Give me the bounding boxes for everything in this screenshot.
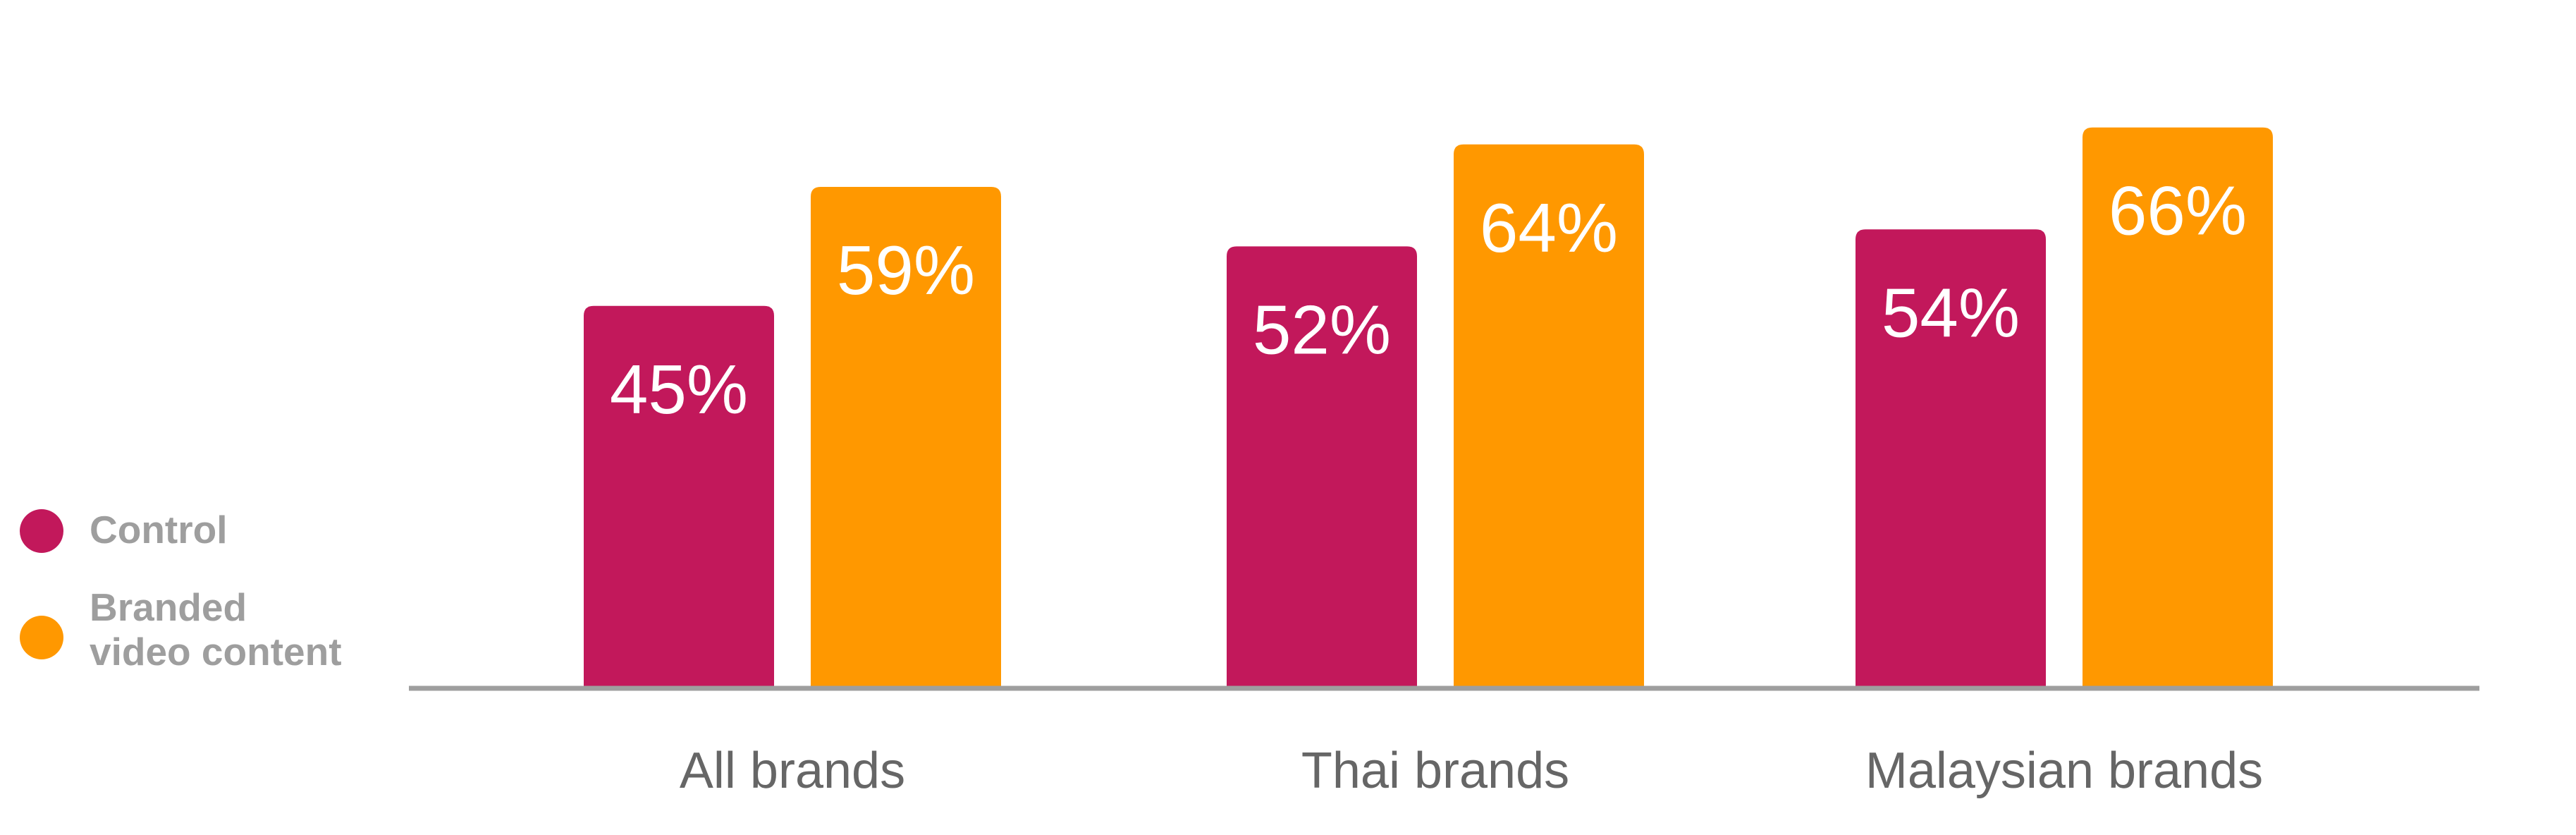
bar-all-brands-control — [584, 305, 774, 688]
data-label-malaysian-brands-branded: 66% — [2109, 172, 2247, 250]
category-label-all-brands: All brands — [680, 743, 905, 799]
bar-thai-brands-control — [1227, 246, 1417, 688]
data-label-all-brands-branded: 59% — [837, 231, 975, 309]
data-label-malaysian-brands-control: 54% — [1882, 274, 2020, 351]
labels-layer: 45% 59% All brands 52% 64% Thai brands 54% 66% M… — [610, 172, 2263, 799]
bar-thai-brands-branded — [1454, 144, 1644, 689]
data-label-all-brands-control: 45% — [610, 351, 748, 428]
data-label-thai-brands-branded: 64% — [1480, 189, 1618, 267]
legend-label-branded-video-content: Branded video content — [90, 585, 342, 674]
bars-layer — [584, 127, 2273, 689]
data-label-thai-brands-control: 52% — [1253, 291, 1391, 368]
bar-all-brands-branded — [811, 187, 1001, 688]
category-label-thai-brands: Thai brands — [1301, 743, 1569, 799]
bar-malaysian-brands-control — [1856, 229, 2046, 688]
bar-malaysian-brands-branded — [2083, 127, 2273, 688]
category-label-malaysian-brands: Malaysian brands — [1865, 743, 2263, 799]
legend-swatch-control — [20, 509, 63, 553]
legend-label-control: Control — [90, 508, 228, 551]
legend-swatch-branded-video-content — [20, 616, 63, 659]
